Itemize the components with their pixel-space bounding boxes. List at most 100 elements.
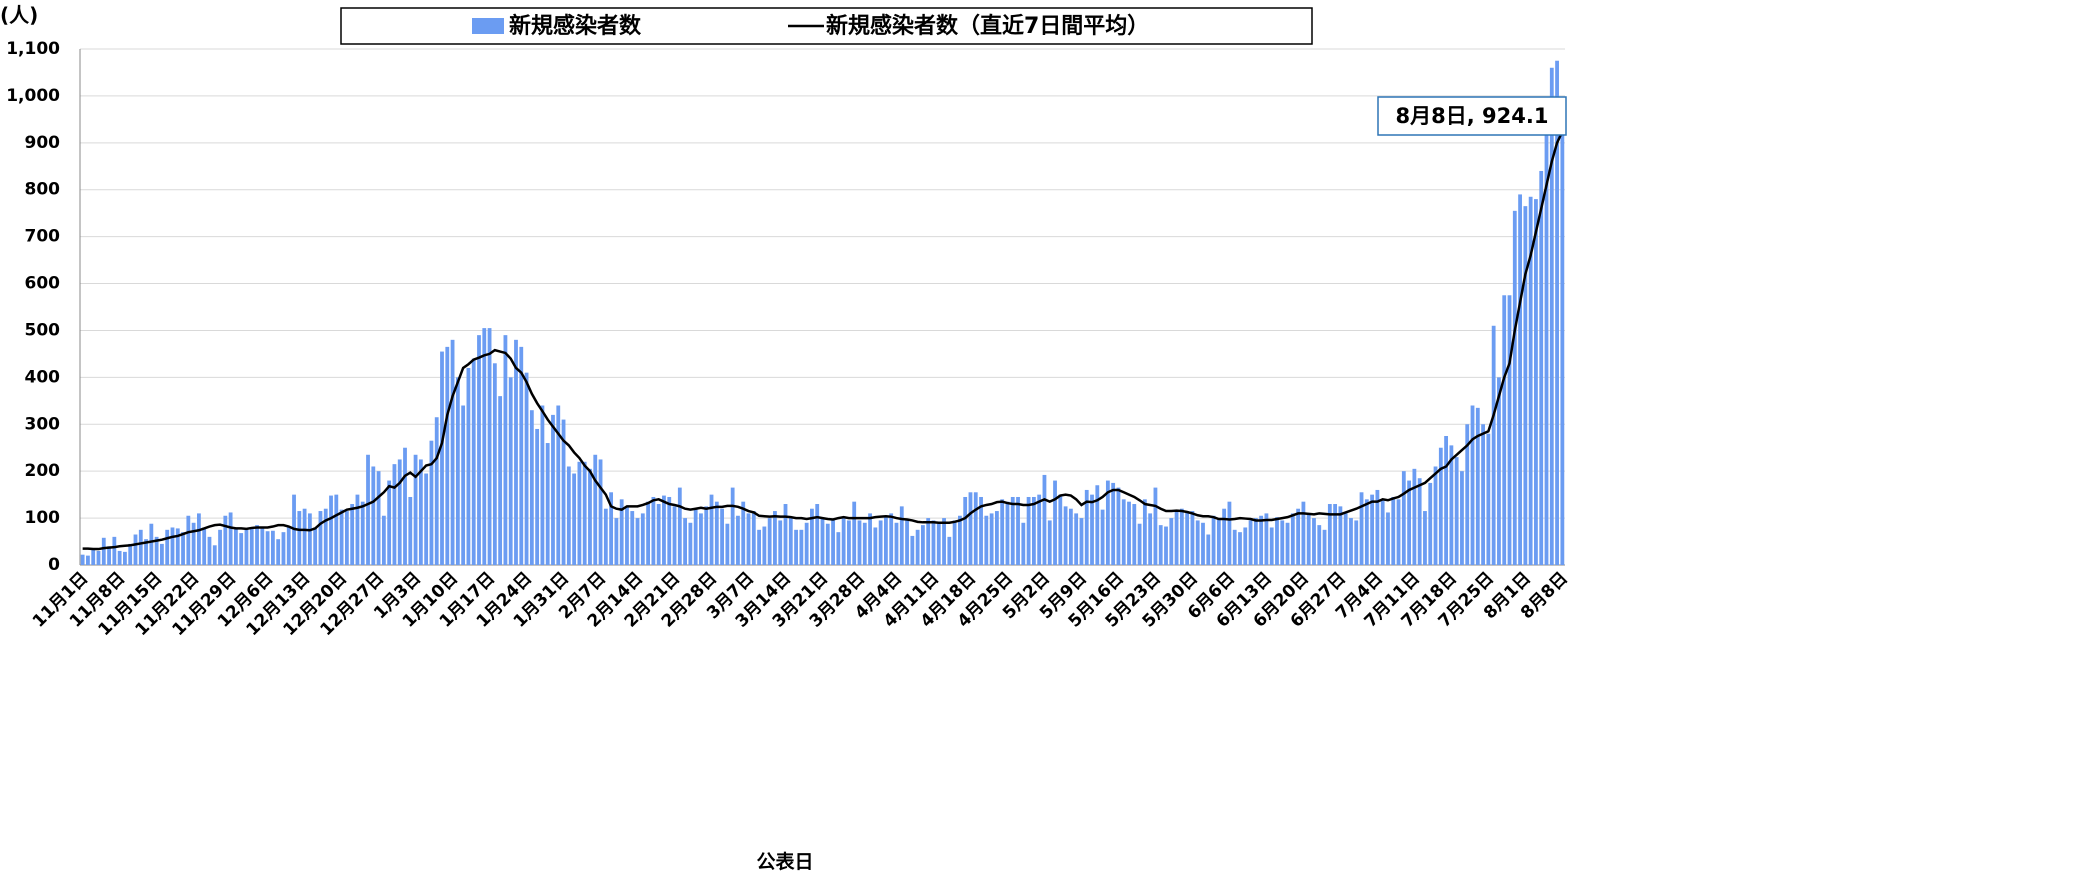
bar [868, 513, 872, 565]
bar [757, 529, 761, 565]
bar [1539, 170, 1544, 566]
bar [968, 492, 973, 565]
annotation: 8月8日, 924.1 [1396, 104, 1549, 128]
bar [640, 513, 645, 565]
bar [1391, 496, 1396, 565]
bar [323, 508, 328, 565]
bar [101, 537, 106, 565]
bar [1428, 482, 1433, 565]
bar [598, 459, 603, 565]
bar [397, 459, 402, 565]
bar [873, 527, 878, 565]
legend-label: 新規感染者数（直近7日間平均） [826, 13, 1149, 39]
bar [1438, 447, 1443, 565]
line [82, 130, 1564, 551]
bar [1433, 466, 1438, 565]
y-tick-label: 1,000 [6, 86, 60, 106]
bar [1470, 405, 1475, 565]
bar [820, 518, 825, 565]
bar [218, 529, 222, 565]
bar [730, 487, 735, 565]
bar [403, 447, 407, 565]
bar [709, 494, 714, 565]
bar [477, 335, 481, 565]
bar [244, 529, 249, 565]
bar [1079, 518, 1084, 565]
bar [186, 515, 191, 565]
bar [751, 511, 756, 565]
bar [154, 536, 159, 565]
bar [1317, 525, 1322, 565]
bar [503, 335, 508, 565]
bar [614, 518, 619, 565]
bar [857, 520, 862, 565]
bar [725, 523, 730, 565]
bar [223, 515, 228, 565]
bar [281, 532, 286, 565]
bar [1507, 295, 1512, 565]
bar [815, 504, 820, 565]
bar [339, 509, 344, 565]
bar [482, 328, 487, 565]
bar [202, 527, 207, 565]
bar [1090, 494, 1094, 565]
legend-label: 新規感染者数 [509, 13, 642, 39]
bar [270, 530, 275, 565]
bar [1037, 494, 1042, 565]
bar [429, 440, 434, 565]
bar [651, 496, 656, 565]
bar [1238, 532, 1242, 565]
bar [1280, 520, 1285, 565]
bar [1312, 518, 1316, 565]
bar [329, 495, 333, 565]
bar [297, 511, 302, 565]
bar [376, 471, 381, 565]
bar [529, 410, 534, 565]
bar [492, 363, 497, 565]
bar [170, 527, 175, 565]
bar [1396, 499, 1401, 565]
bar [804, 522, 809, 565]
bar [577, 461, 582, 565]
bar [318, 511, 323, 565]
legend-swatch [472, 18, 504, 34]
bar [1042, 474, 1047, 565]
bar [355, 494, 360, 565]
bar [138, 529, 143, 565]
bar [783, 504, 788, 565]
bar [197, 513, 201, 565]
bar [1544, 121, 1549, 565]
bar [915, 529, 920, 565]
bar [942, 518, 946, 565]
bar [926, 518, 931, 565]
bar [1121, 499, 1126, 565]
bar [736, 515, 740, 565]
bar [1000, 499, 1005, 565]
bar [1275, 517, 1279, 565]
bar [767, 518, 772, 565]
bar [778, 520, 783, 565]
bar [979, 496, 983, 565]
bar [1301, 501, 1306, 565]
bar [1063, 506, 1068, 565]
bar [123, 551, 127, 565]
bar [1502, 295, 1507, 565]
bar [952, 520, 957, 565]
bar [1481, 424, 1485, 565]
bar [994, 511, 999, 565]
bar [878, 520, 883, 565]
bar [973, 492, 978, 565]
y-tick-label: 300 [25, 414, 61, 434]
bar [418, 459, 423, 565]
bar [963, 496, 968, 565]
bar [1454, 457, 1459, 565]
bar [984, 515, 989, 565]
bar [1486, 433, 1491, 565]
bar [1084, 489, 1089, 565]
bar [1111, 482, 1116, 565]
bar [1211, 515, 1216, 565]
bar [128, 543, 133, 565]
bar [540, 405, 545, 565]
bar [228, 512, 233, 565]
